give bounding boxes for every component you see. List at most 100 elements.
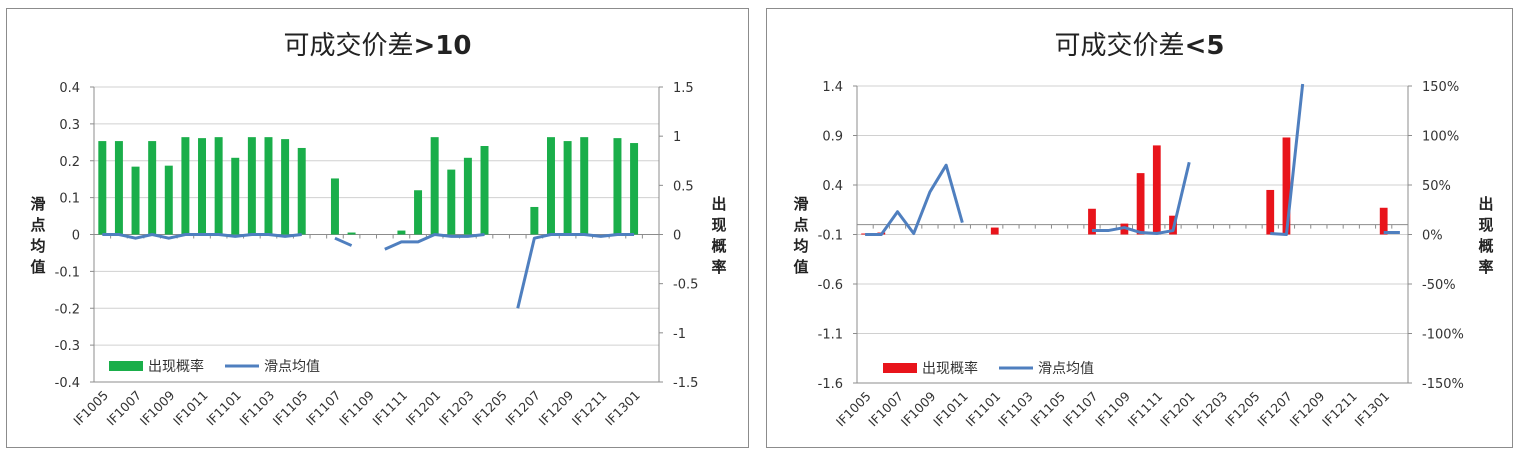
- x-tick-label: IF1205: [469, 388, 510, 429]
- line-series: [334, 236, 353, 247]
- left-axis-title-char: 滑: [30, 195, 45, 213]
- chart-title-text: 可成交价差: [283, 31, 414, 61]
- bar: [181, 137, 190, 235]
- legend-swatch-bar: [109, 361, 143, 371]
- bar: [447, 169, 456, 235]
- x-tick-label: IF1009: [898, 388, 939, 429]
- right-tick-label: -1: [673, 327, 686, 342]
- x-tick-label: IF1109: [1092, 388, 1133, 429]
- chart-panel-slippage-under-5: 可成交价差<5 1.4 0.9 0.4 -0.1 -0.6 -1.1 -1.6 150% 100…: [766, 8, 1513, 448]
- bar: [546, 137, 555, 235]
- right-axis-title-char: 概: [1478, 237, 1493, 255]
- bar: [613, 138, 622, 235]
- left-tick-label: -1.1: [818, 328, 843, 343]
- left-axis-title-char: 值: [793, 258, 808, 276]
- chart-title-suffix: <5: [1184, 31, 1225, 61]
- bar: [131, 166, 140, 235]
- x-tick-label: IF1007: [865, 389, 906, 430]
- left-tick-label: 0.4: [59, 81, 80, 96]
- left-tick-label: -1.6: [818, 377, 843, 392]
- line-series: [102, 233, 302, 240]
- x-tick-label: IF1207: [502, 388, 543, 429]
- bar: [1379, 207, 1388, 235]
- right-axis-title-char: 现: [711, 216, 726, 234]
- x-tick-label: IF1209: [1287, 388, 1328, 429]
- chart-svg: 0.4 0.3 0.2 0.1 0 -0.1 -0.2 -0.3 -0.4 1.5 1 0.5 0 -0.…: [30, 81, 726, 429]
- legend-label-line: 滑点均值: [1038, 360, 1094, 377]
- left-tick-label: -0.6: [818, 278, 843, 293]
- bar: [463, 157, 472, 235]
- x-tick-label: IF1301: [1351, 389, 1392, 430]
- chart-svg: 1.4 0.9 0.4 -0.1 -0.6 -1.1 -1.6 150% 100% 50% 0% -5…: [793, 80, 1493, 430]
- chart-title-suffix: >10: [413, 31, 472, 61]
- x-tick-label: IF1011: [930, 389, 971, 430]
- chart-panel-slippage-over-10: 可成交价差>10 0.4 0.3 0.2 0.1 0 -0.1 -0.2 -0.3 -0.4 1.…: [6, 8, 749, 448]
- bar: [580, 137, 589, 235]
- bar: [164, 165, 173, 235]
- right-tick-label: 0: [673, 229, 681, 244]
- bar: [198, 138, 207, 235]
- line-series: [1091, 161, 1191, 236]
- chart-title-text: 可成交价差: [1054, 31, 1185, 61]
- x-tick-label: IF1107: [303, 388, 344, 429]
- bar: [264, 137, 273, 235]
- legend-label-line: 滑点均值: [264, 358, 320, 375]
- x-tick-label: IF1005: [70, 388, 111, 429]
- bar: [231, 157, 240, 235]
- right-tick-label: -100%: [1422, 328, 1464, 343]
- bar: [297, 147, 306, 235]
- bar: [630, 143, 639, 235]
- x-tick-label: IF1211: [1319, 389, 1360, 430]
- line-series: [516, 233, 635, 309]
- chart-title: 可成交价差<5: [767, 25, 1512, 62]
- line-series: [384, 233, 485, 251]
- right-tick-label: -1.5: [673, 376, 698, 391]
- right-axis-title-char: 出: [711, 195, 726, 213]
- x-tick-label: IF1101: [203, 388, 244, 429]
- bar: [397, 230, 406, 235]
- left-tick-label: 1.4: [822, 80, 843, 95]
- legend-swatch-bar: [883, 363, 917, 373]
- right-axis-title-char: 率: [1478, 258, 1493, 276]
- bar: [1266, 189, 1275, 235]
- left-tick-label: -0.2: [55, 302, 80, 317]
- left-tick-label: 0.1: [59, 192, 80, 207]
- x-tick-label: IF1111: [369, 388, 410, 429]
- bar: [281, 139, 290, 235]
- bar: [247, 137, 256, 235]
- left-tick-label: -0.1: [818, 229, 843, 244]
- right-axis-title-char: 率: [711, 258, 726, 276]
- chart-title: 可成交价差>10: [7, 25, 748, 62]
- bar: [1088, 208, 1096, 235]
- right-tick-label: -50%: [1422, 278, 1456, 293]
- left-tick-label: 0.4: [822, 179, 843, 194]
- left-tick-label: -0.4: [55, 376, 80, 391]
- bar: [347, 232, 356, 235]
- left-axis-title-char: 均: [30, 237, 45, 255]
- legend-label-bar: 出现概率: [148, 358, 204, 375]
- right-axis-title-char: 出: [1478, 195, 1493, 213]
- left-axis-title-char: 值: [30, 258, 45, 276]
- right-axis-title-char: 概: [711, 237, 726, 255]
- x-tick-label: IF1203: [436, 388, 477, 429]
- x-tick-label: IF1209: [536, 387, 577, 428]
- x-tick-label: IF1009: [137, 387, 178, 428]
- bar: [480, 146, 489, 235]
- legend-label-bar: 出现概率: [922, 360, 978, 377]
- x-tick-label: IF1203: [1189, 389, 1230, 430]
- x-tick-label: IF1107: [1060, 389, 1101, 430]
- right-tick-label: 1: [673, 130, 681, 145]
- bar: [430, 137, 439, 235]
- x-tick-label: IF1207: [1254, 389, 1295, 430]
- right-tick-label: 150%: [1422, 80, 1459, 95]
- right-tick-label: 1.5: [673, 81, 694, 96]
- bar: [990, 227, 999, 235]
- x-tick-label: IF1011: [170, 388, 211, 429]
- x-tick-label: IF1007: [104, 388, 145, 429]
- x-tick-label: IF1301: [602, 388, 643, 429]
- bar: [563, 141, 572, 235]
- right-tick-label: 50%: [1422, 179, 1451, 194]
- left-axis-title-char: 点: [793, 216, 808, 234]
- right-axis-title-char: 现: [1478, 216, 1493, 234]
- left-axis-title-char: 滑: [793, 195, 808, 213]
